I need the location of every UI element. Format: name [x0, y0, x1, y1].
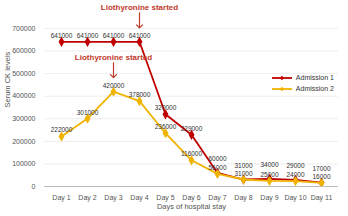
- svg-text:641000: 641000: [51, 32, 73, 39]
- svg-text:420000: 420000: [103, 82, 125, 89]
- svg-text:600000: 600000: [12, 47, 35, 54]
- svg-text:Day 3: Day 3: [104, 194, 122, 202]
- svg-text:Serum CK levels: Serum CK levels: [3, 51, 12, 107]
- svg-text:301000: 301000: [77, 109, 99, 116]
- svg-text:641000: 641000: [129, 32, 151, 39]
- svg-text:24000: 24000: [286, 171, 304, 178]
- svg-text:Day 6: Day 6: [182, 194, 201, 202]
- svg-text:400000: 400000: [12, 92, 35, 99]
- svg-text:222000: 222000: [51, 126, 73, 133]
- svg-text:500000: 500000: [12, 70, 35, 77]
- svg-text:378000: 378000: [129, 91, 151, 98]
- svg-text:100000: 100000: [12, 160, 35, 167]
- svg-text:Day 11: Day 11: [311, 194, 333, 202]
- svg-text:31000: 31000: [234, 162, 252, 169]
- svg-text:300000: 300000: [12, 115, 35, 122]
- svg-text:31000: 31000: [234, 170, 252, 177]
- svg-text:236000: 236000: [155, 123, 177, 130]
- svg-text:16000: 16000: [312, 173, 330, 180]
- svg-text:700000: 700000: [12, 25, 35, 32]
- svg-text:0: 0: [32, 183, 36, 190]
- svg-text:Day 10: Day 10: [284, 194, 306, 202]
- svg-text:320000: 320000: [155, 104, 177, 111]
- svg-text:Liothyronine started: Liothyronine started: [101, 3, 178, 12]
- svg-text:Day 4: Day 4: [130, 194, 148, 202]
- svg-text:Day 1: Day 1: [52, 194, 70, 202]
- svg-text:641000: 641000: [77, 32, 99, 39]
- svg-text:29000: 29000: [286, 162, 304, 169]
- svg-text:200000: 200000: [12, 138, 35, 145]
- svg-text:Liothyronine started: Liothyronine started: [75, 53, 152, 62]
- html-text:Admission 1: Admission 1: [295, 74, 334, 81]
- svg-text:Days of hospital stay: Days of hospital stay: [157, 202, 226, 211]
- svg-text:56000: 56000: [208, 164, 226, 171]
- svg-text:25000: 25000: [260, 171, 278, 178]
- svg-text:Day 8: Day 8: [234, 194, 252, 202]
- svg-text:116000: 116000: [181, 150, 203, 157]
- svg-text:641000: 641000: [103, 32, 125, 39]
- html-text:Admission 2: Admission 2: [295, 85, 334, 92]
- svg-text:Day 9: Day 9: [260, 194, 278, 202]
- svg-text:Day 2: Day 2: [78, 194, 96, 202]
- svg-text:34000: 34000: [260, 161, 278, 168]
- svg-text:17000: 17000: [312, 165, 330, 172]
- svg-text:Day 7: Day 7: [208, 194, 227, 202]
- svg-text:Day 5: Day 5: [156, 194, 175, 202]
- svg-text:229000: 229000: [181, 125, 203, 132]
- svg-text:60000: 60000: [208, 155, 226, 162]
